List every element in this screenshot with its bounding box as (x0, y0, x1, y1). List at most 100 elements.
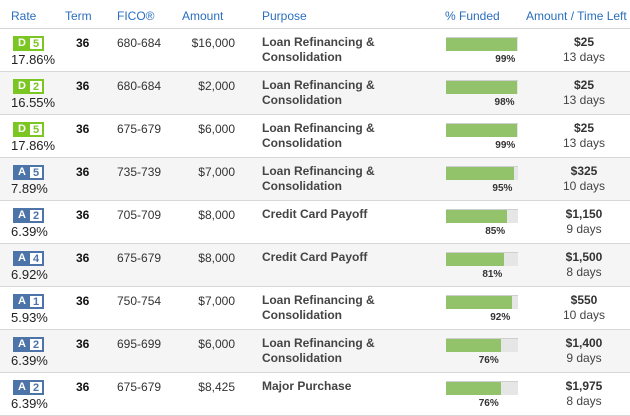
term: 36 (76, 380, 90, 394)
sub-grade: 2 (30, 210, 42, 222)
funded-percent: 76% (478, 398, 499, 409)
funded-progress-fill (446, 167, 515, 180)
time-left: 8 days (566, 265, 602, 279)
funded-percent: 95% (492, 183, 513, 194)
table-row[interactable]: D 5 17.86% 36 675-679 $6,000 Loan Refina… (0, 115, 630, 158)
amount-remaining: $550 (570, 293, 598, 307)
loan-purpose[interactable]: Loan Refinancing & Consolidation (262, 293, 375, 322)
time-left: 9 days (566, 222, 602, 236)
grade-letter: D (18, 123, 26, 135)
column-header-term[interactable]: Term (65, 9, 92, 23)
loan-purpose[interactable]: Credit Card Payoff (262, 207, 368, 221)
term: 36 (76, 251, 90, 265)
grade-badge: A 2 (13, 380, 44, 395)
table-row[interactable]: D 5 17.86% 36 680-684 $16,000 Loan Refin… (0, 29, 630, 72)
time-left: 10 days (562, 179, 606, 193)
loan-amount: $7,000 (198, 294, 235, 308)
grade-badge: A 2 (13, 208, 44, 223)
loan-purpose[interactable]: Loan Refinancing & Consolidation (262, 35, 375, 64)
table-row[interactable]: A 2 6.39% 36 695-699 $6,000 Loan Refinan… (0, 330, 630, 373)
funded-percent: 85% (485, 226, 506, 237)
fico-range: 675-679 (117, 251, 162, 265)
funded-progress-fill (446, 38, 518, 51)
grade-letter: A (18, 295, 26, 307)
funded-progress-fill (446, 296, 513, 309)
term: 36 (76, 337, 90, 351)
funded-progress-fill (446, 210, 508, 223)
column-header-amount-time-left[interactable]: Amount / Time Left (526, 9, 627, 23)
fico-range: 675-679 (117, 380, 162, 394)
column-header-fico[interactable]: FICO® (117, 9, 155, 23)
funded-progress-fill (446, 124, 518, 137)
column-header-rate[interactable]: Rate (11, 9, 37, 23)
sub-grade: 1 (30, 296, 42, 308)
funded-progress-fill (446, 382, 501, 395)
loan-amount: $16,000 (191, 36, 235, 50)
interest-rate: 17.86% (11, 52, 56, 67)
term: 36 (76, 294, 90, 308)
table-row[interactable]: A 4 6.92% 36 675-679 $8,000 Credit Card … (0, 244, 630, 287)
amount-remaining: $1,975 (565, 379, 603, 393)
term: 36 (76, 165, 90, 179)
time-left: 13 days (562, 136, 606, 150)
funded-percent: 99% (495, 54, 516, 65)
interest-rate: 17.86% (11, 138, 56, 153)
table-row[interactable]: A 2 6.39% 36 675-679 $8,425 Major Purcha… (0, 373, 630, 416)
term: 36 (76, 208, 90, 222)
grade-letter: A (18, 252, 26, 264)
loan-amount: $6,000 (198, 122, 235, 136)
grade-badge: A 4 (13, 251, 44, 266)
column-header-amount[interactable]: Amount (182, 9, 224, 23)
time-left: 13 days (562, 93, 606, 107)
amount-remaining: $1,400 (565, 336, 603, 350)
grade-letter: A (18, 166, 26, 178)
loan-amount: $8,000 (198, 208, 235, 222)
funded-percent: 81% (482, 269, 503, 280)
loan-purpose[interactable]: Loan Refinancing & Consolidation (262, 164, 375, 193)
sub-grade: 5 (30, 38, 42, 50)
column-header-funded[interactable]: % Funded (445, 9, 500, 23)
sub-grade: 2 (30, 382, 42, 394)
fico-range: 680-684 (117, 79, 162, 93)
funded-progress-bar (446, 37, 518, 51)
table-row[interactable]: D 2 16.55% 36 680-684 $2,000 Loan Refina… (0, 72, 630, 115)
funded-progress-bar (446, 381, 518, 395)
funded-percent: 76% (478, 355, 499, 366)
funded-progress-bar (446, 338, 518, 352)
loan-purpose[interactable]: Loan Refinancing & Consolidation (262, 336, 375, 365)
funded-progress-fill (446, 81, 517, 94)
grade-letter: A (18, 338, 26, 350)
grade-badge: A 5 (13, 165, 44, 180)
table-row[interactable]: A 5 7.89% 36 735-739 $7,000 Loan Refinan… (0, 158, 630, 201)
amount-remaining: $25 (573, 35, 595, 49)
column-header-purpose[interactable]: Purpose (262, 9, 307, 23)
term: 36 (76, 122, 90, 136)
time-left: 13 days (562, 50, 606, 64)
table-row[interactable]: A 1 5.93% 36 750-754 $7,000 Loan Refinan… (0, 287, 630, 330)
funded-progress-bar (446, 252, 518, 266)
loan-purpose[interactable]: Loan Refinancing & Consolidation (262, 78, 375, 107)
funded-percent: 92% (490, 312, 511, 323)
interest-rate: 6.39% (11, 224, 48, 239)
term: 36 (76, 79, 90, 93)
fico-range: 675-679 (117, 122, 162, 136)
fico-range: 705-709 (117, 208, 162, 222)
fico-range: 735-739 (117, 165, 162, 179)
loan-amount: $8,000 (198, 251, 235, 265)
fico-range: 750-754 (117, 294, 162, 308)
loan-purpose[interactable]: Major Purchase (262, 379, 352, 393)
amount-remaining: $1,500 (565, 250, 603, 264)
funded-percent: 98% (494, 97, 515, 108)
loan-purpose[interactable]: Loan Refinancing & Consolidation (262, 121, 375, 150)
table-header: Rate Term FICO® Amount Purpose % Funded … (0, 0, 630, 29)
amount-remaining: $1,150 (565, 207, 603, 221)
funded-percent: 99% (495, 140, 516, 151)
loan-amount: $6,000 (198, 337, 235, 351)
loan-amount: $7,000 (198, 165, 235, 179)
loan-amount: $2,000 (198, 79, 235, 93)
interest-rate: 6.39% (11, 353, 48, 368)
loan-purpose[interactable]: Credit Card Payoff (262, 250, 368, 264)
funded-progress-fill (446, 339, 501, 352)
table-row[interactable]: A 2 6.39% 36 705-709 $8,000 Credit Card … (0, 201, 630, 244)
fico-range: 680-684 (117, 36, 162, 50)
